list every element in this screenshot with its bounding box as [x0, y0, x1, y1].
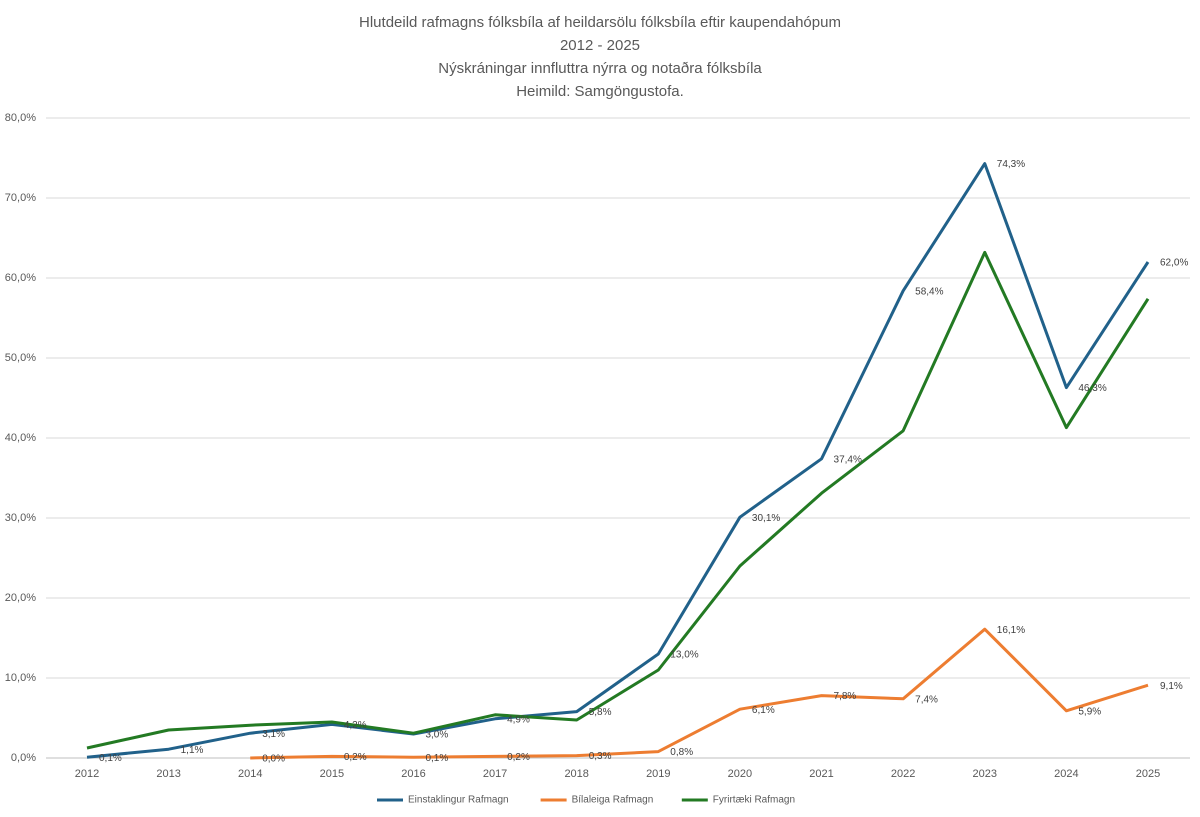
data-label: 9,1%	[1160, 681, 1183, 692]
y-tick-label: 30,0%	[5, 512, 36, 524]
data-label: 1,1%	[181, 745, 204, 756]
chart-title: Nýskráningar innfluttra nýrra og notaðra…	[438, 60, 762, 77]
data-label: 37,4%	[834, 454, 862, 465]
data-label: 4,9%	[507, 714, 530, 725]
data-label: 5,8%	[589, 707, 612, 718]
data-label: 16,1%	[997, 625, 1025, 636]
data-label: 4,2%	[344, 720, 367, 731]
series-line	[86, 162, 1150, 759]
y-tick-label: 20,0%	[5, 592, 36, 604]
x-tick-label: 2017	[483, 768, 507, 780]
x-tick-label: 2018	[564, 768, 588, 780]
data-label: 0,2%	[507, 752, 530, 763]
x-tick-label: 2022	[891, 768, 915, 780]
data-label: 0,2%	[344, 752, 367, 763]
data-label: 3,1%	[262, 729, 285, 740]
legend-label: Einstaklingur Rafmagn	[408, 795, 509, 806]
data-label: 0,8%	[670, 747, 693, 758]
x-tick-label: 2013	[156, 768, 180, 780]
data-label: 46,3%	[1078, 383, 1106, 394]
data-label: 0,1%	[99, 753, 122, 764]
y-tick-label: 10,0%	[5, 672, 36, 684]
series-line	[250, 627, 1149, 760]
x-tick-label: 2016	[401, 768, 425, 780]
data-label: 74,3%	[997, 159, 1025, 170]
data-label: 13,0%	[670, 650, 698, 661]
series-line	[86, 250, 1150, 750]
data-label: 5,9%	[1078, 706, 1101, 717]
x-tick-label: 2014	[238, 768, 262, 780]
y-tick-label: 0,0%	[11, 752, 36, 764]
x-tick-label: 2020	[728, 768, 752, 780]
data-label: 30,1%	[752, 513, 780, 524]
chart-title: Hlutdeild rafmagns fólksbíla af heildars…	[359, 14, 841, 31]
data-label: 0,0%	[262, 754, 285, 765]
data-label: 6,1%	[752, 705, 775, 716]
x-tick-label: 2024	[1054, 768, 1078, 780]
data-label: 0,1%	[425, 753, 448, 764]
y-tick-label: 40,0%	[5, 432, 36, 444]
x-tick-label: 2019	[646, 768, 670, 780]
data-label: 7,8%	[834, 691, 857, 702]
data-label: 0,3%	[589, 751, 612, 762]
chart-title: Heimild: Samgöngustofa.	[516, 83, 684, 100]
data-label: 3,0%	[425, 730, 448, 741]
y-tick-label: 60,0%	[5, 272, 36, 284]
x-tick-label: 2021	[809, 768, 833, 780]
y-tick-label: 80,0%	[5, 112, 36, 124]
legend-label: Fyrirtæki Rafmagn	[713, 795, 795, 806]
x-tick-label: 2023	[973, 768, 997, 780]
data-label: 7,4%	[915, 694, 938, 705]
data-label: 58,4%	[915, 286, 943, 297]
legend-label: Bílaleiga Rafmagn	[572, 795, 654, 806]
x-tick-label: 2015	[320, 768, 344, 780]
data-label: 62,0%	[1160, 258, 1188, 269]
y-tick-label: 50,0%	[5, 352, 36, 364]
y-tick-label: 70,0%	[5, 192, 36, 204]
x-tick-label: 2012	[75, 768, 99, 780]
chart-title: 2012 - 2025	[560, 37, 640, 54]
x-tick-label: 2025	[1136, 768, 1160, 780]
